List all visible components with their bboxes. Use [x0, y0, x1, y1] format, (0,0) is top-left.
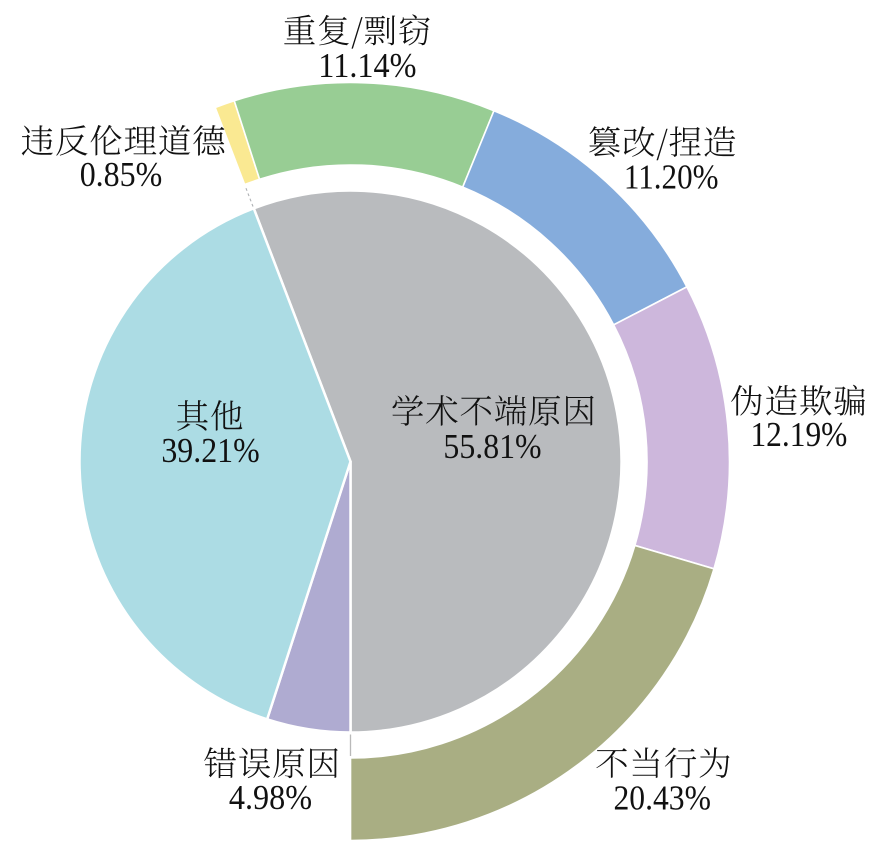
svg-text:55.81%: 55.81% — [443, 427, 541, 466]
svg-text:20.43%: 20.43% — [613, 779, 711, 818]
svg-text:0.85%: 0.85% — [80, 155, 163, 194]
svg-text:11.20%: 11.20% — [624, 157, 719, 196]
svg-text:4.98%: 4.98% — [229, 778, 312, 817]
svg-text:12.19%: 12.19% — [750, 415, 847, 454]
svg-text:11.14%: 11.14% — [318, 46, 416, 85]
svg-text:39.21%: 39.21% — [161, 431, 259, 470]
